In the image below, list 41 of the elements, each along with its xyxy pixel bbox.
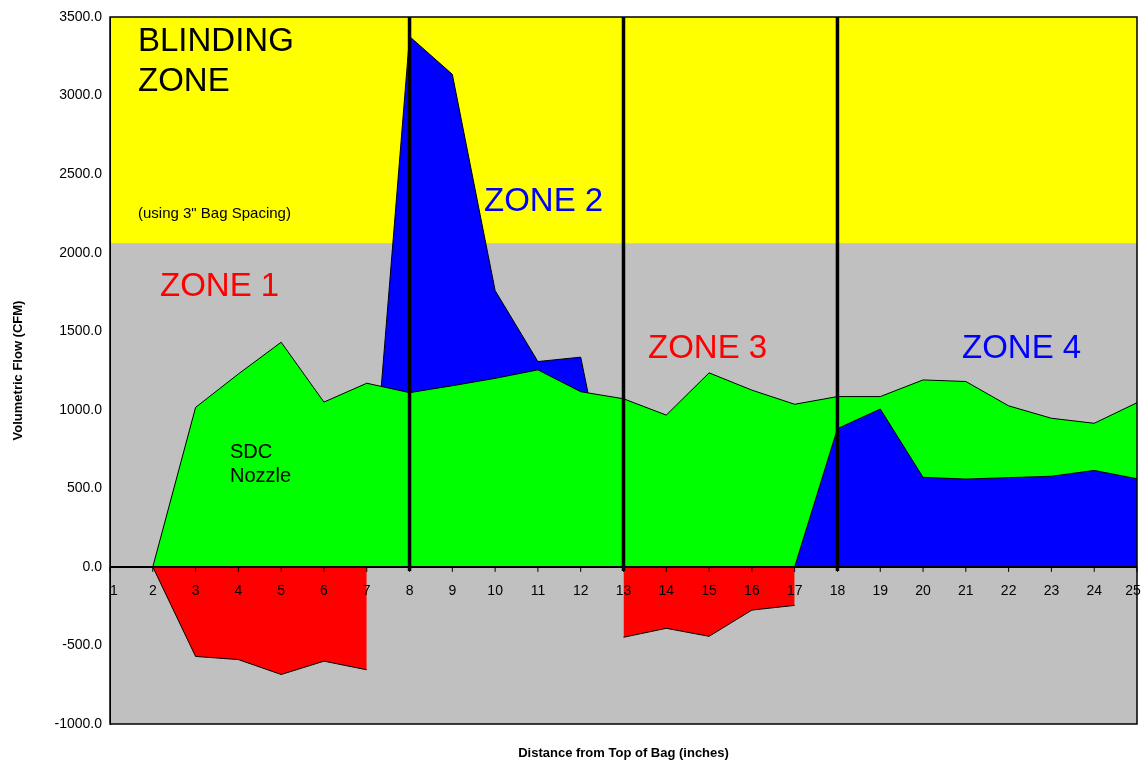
x-tick-label: 16 xyxy=(744,581,760,598)
annotation: (using 3" Bag Spacing) xyxy=(138,204,291,222)
x-tick-label: 3 xyxy=(191,581,200,598)
x-tick-label: 10 xyxy=(487,581,504,598)
y-tick-label: 0.0 xyxy=(82,557,103,574)
y-tick-label: -1000.0 xyxy=(54,714,103,731)
x-tick-label: 11 xyxy=(530,581,546,598)
y-axis-title: Volumetric Flow (CFM) xyxy=(9,300,25,441)
y-tick-label: 2500.0 xyxy=(59,164,103,181)
annotation: SDC Nozzle xyxy=(230,439,292,486)
annotation: BLINDING ZONE xyxy=(138,21,294,98)
x-tick-label: 24 xyxy=(1086,581,1103,598)
y-tick-label: 1000.0 xyxy=(59,400,103,417)
y-tick-label: 3500.0 xyxy=(59,7,103,24)
x-tick-label: 5 xyxy=(277,581,286,598)
y-tick-label: 1500.0 xyxy=(59,322,103,339)
annotation: ZONE 2 xyxy=(484,181,604,219)
annotation: ZONE 3 xyxy=(648,328,768,366)
x-tick-label: 19 xyxy=(872,581,889,598)
x-tick-label: 8 xyxy=(405,581,414,598)
annotation: ZONE 1 xyxy=(160,266,280,304)
x-tick-label: 21 xyxy=(958,581,974,598)
x-tick-label: 4 xyxy=(234,581,243,598)
x-axis-title: Distance from Top of Bag (inches) xyxy=(518,744,729,760)
x-tick-label: 23 xyxy=(1043,581,1060,598)
x-tick-label: 7 xyxy=(362,581,371,598)
y-tick-label: 2000.0 xyxy=(59,243,103,260)
x-tick-label: 22 xyxy=(1000,581,1017,598)
x-tick-label: 18 xyxy=(829,581,846,598)
y-tick-label: -500.0 xyxy=(62,636,103,653)
x-tick-label: 20 xyxy=(915,581,932,598)
x-tick-label: 9 xyxy=(448,581,457,598)
x-tick-label: 6 xyxy=(320,581,329,598)
x-tick-label: 12 xyxy=(572,581,589,598)
x-tick-label: 2 xyxy=(148,581,157,598)
y-tick-label: 3000.0 xyxy=(59,86,103,103)
annotation: ZONE 4 xyxy=(962,328,1082,366)
x-tick-label: 14 xyxy=(658,581,675,598)
x-tick-label: 1 xyxy=(110,581,119,598)
y-tick-label: 500.0 xyxy=(66,479,103,496)
x-tick-label: 15 xyxy=(701,581,718,598)
